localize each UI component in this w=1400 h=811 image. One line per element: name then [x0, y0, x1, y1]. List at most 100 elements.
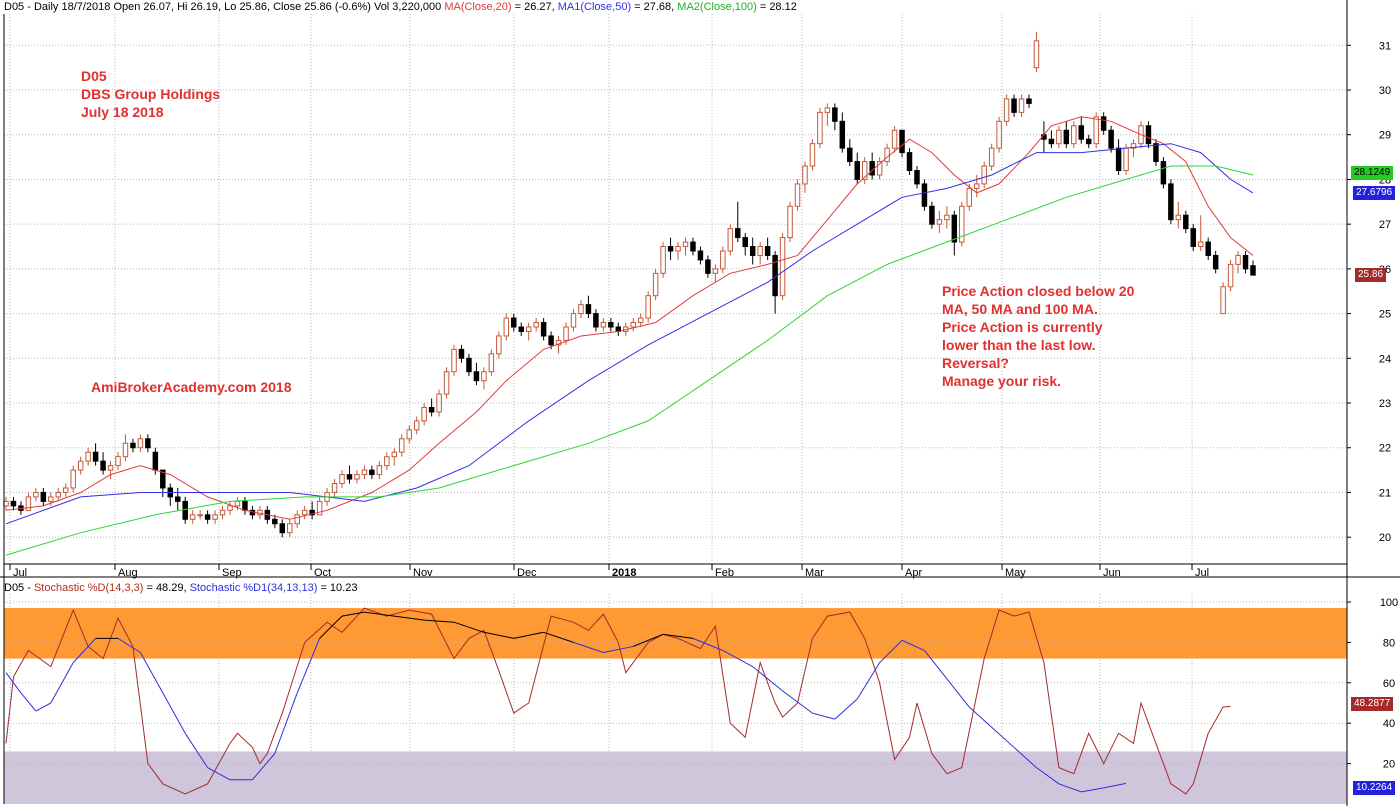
x-tick-label: Mar	[805, 567, 824, 579]
stochastic-slow-segment	[573, 641, 604, 653]
candle-body	[466, 357, 472, 373]
candle-body	[376, 465, 383, 476]
stochastic-slow-segment	[834, 698, 858, 720]
candle-body	[839, 120, 846, 149]
candle-body	[1063, 129, 1070, 145]
price-tick-label: 30	[1379, 85, 1391, 97]
stochastic-slow-segment	[782, 690, 813, 714]
candle-body	[585, 304, 592, 315]
candle-body	[951, 214, 958, 243]
candle-body	[503, 317, 510, 337]
stochastic-slow-segment	[117, 637, 141, 653]
candle-body	[944, 214, 950, 221]
candle-body	[637, 317, 644, 324]
candle-body	[1115, 147, 1122, 172]
stochastic-slow-segment	[946, 678, 970, 708]
candle-body	[473, 371, 480, 382]
candle-body	[1183, 214, 1189, 230]
stoch-tick-label: 60	[1383, 678, 1395, 690]
candle-body	[55, 491, 62, 498]
header-ma20-value: = 26.27,	[511, 1, 558, 13]
stochastic-slow-segment	[879, 640, 903, 663]
candle-body	[540, 322, 547, 337]
overbought-band	[4, 608, 1347, 659]
candle-body	[301, 509, 308, 516]
candle-body	[712, 268, 719, 274]
candle-body	[869, 161, 875, 176]
x-tick-label: Jul	[13, 567, 27, 579]
x-tick-label: Sep	[222, 567, 242, 579]
stochastic-slow-segment	[812, 712, 835, 720]
candle-body	[1197, 241, 1204, 248]
stochastic-slow-segment	[692, 637, 724, 651]
watermark: AmiBrokerAcademy.com 2018	[91, 379, 292, 395]
note-line: MA, 50 MA and 100 MA.	[942, 301, 1098, 317]
stochastic-grid	[4, 601, 1347, 765]
x-tick-label: Feb	[715, 567, 734, 579]
candle-body	[219, 509, 226, 516]
stochastic-slow-segment	[513, 631, 544, 639]
stochastic-slow-segment	[364, 611, 395, 617]
candle-body	[936, 219, 943, 225]
note-line: Price Action closed below 20	[942, 283, 1135, 299]
stochastic-slow-segment	[1013, 747, 1037, 769]
stochastic-slow-segment	[319, 615, 343, 639]
stochastic-slow-segment	[341, 611, 365, 617]
candle-body	[1071, 125, 1077, 145]
candle-body	[175, 496, 181, 502]
candle-body	[861, 161, 868, 180]
stoch-d-label: Stochastic %D1(34,13,13)	[189, 582, 318, 594]
candle-body	[570, 313, 577, 328]
candle-body	[421, 406, 427, 422]
stochastic-slow-segment	[968, 706, 992, 728]
stochastic-slow-segment	[252, 753, 276, 781]
candle-body	[115, 456, 121, 467]
candle-body	[391, 451, 398, 458]
candle-body	[652, 272, 659, 297]
candle-body	[600, 322, 607, 328]
price-tick-label: 20	[1379, 532, 1391, 544]
note-line: Price Action is currently	[942, 319, 1103, 335]
ma50-line	[5, 143, 1254, 525]
x-tick-label: 2018	[612, 567, 636, 579]
header-ma100-value: = 28.12	[756, 1, 797, 13]
price-tick-label: 22	[1379, 443, 1391, 455]
candle-body	[884, 147, 890, 163]
price-tick-label: 24	[1379, 353, 1391, 365]
stochastic-slow-segment	[543, 631, 574, 643]
candle-body	[697, 250, 704, 261]
stoch-d-value: = 10.23	[317, 582, 358, 594]
candle-body	[525, 326, 532, 332]
candle-body	[384, 456, 390, 467]
candle-body	[488, 353, 495, 373]
stochastic-slow-segment	[20, 692, 37, 712]
stoch-tick-label: 40	[1383, 718, 1395, 730]
stochastic-slow-segment	[483, 631, 514, 639]
candle-body	[608, 322, 614, 328]
price-tick-label: 25	[1379, 309, 1391, 321]
candle-body	[1108, 129, 1114, 149]
stochastic-slow-segment	[924, 650, 948, 680]
stoch-tick-label: 20	[1383, 759, 1395, 771]
candle-body	[182, 500, 188, 520]
x-tick-label: Aug	[118, 567, 138, 579]
title-ticker: D05	[81, 68, 107, 84]
stochastic-slow-segment	[453, 621, 485, 633]
candle-body	[682, 241, 689, 248]
candle-body	[742, 237, 748, 248]
note-line: lower than the last low.	[942, 337, 1096, 353]
candle-body	[25, 496, 32, 511]
price-axis-ticks: 202122232425262728293031	[1347, 40, 1391, 544]
candle-body	[787, 205, 793, 239]
header-ohlc: Open 26.07, Hi 26.19, Lo 25.86, Close 25…	[110, 1, 445, 13]
candle-body	[1242, 254, 1249, 270]
candle-body	[189, 514, 196, 520]
candle-body	[287, 523, 293, 534]
candle-body	[399, 438, 405, 453]
x-axis-labels: Jul Aug Sep Oct Nov Dec 2018 Feb Mar Apr May Jun Jul	[9, 564, 1209, 579]
candle-body	[959, 205, 965, 243]
stochastic-slow-segment	[633, 633, 664, 647]
header-ticker: D05 - Daily 18/7/2018	[4, 1, 111, 13]
candle-body	[197, 514, 203, 517]
